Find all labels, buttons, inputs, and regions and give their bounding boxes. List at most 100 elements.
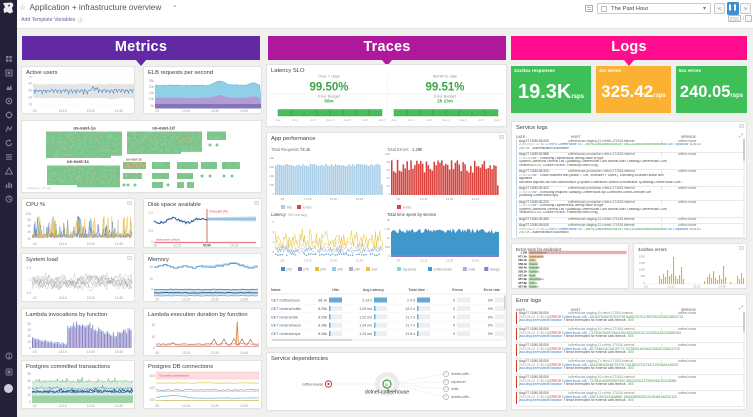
svg-text:13:45: 13:45: [240, 109, 248, 113]
svg-text:dotnet-coffeehouse: dotnet-coffeehouse: [365, 390, 409, 396]
svg-text:0: 0: [453, 315, 455, 319]
svg-text:Over 7 days: Over 7 days: [318, 73, 340, 78]
svg-text:Jul 2: Jul 2: [408, 118, 414, 122]
svg-text:357.9k: 357.9k: [518, 277, 527, 281]
svg-text:15: 15: [149, 265, 153, 269]
svg-text:200: 200: [150, 398, 156, 402]
svg-text:0: 0: [272, 250, 274, 254]
svg-text:15: 15: [151, 335, 155, 339]
svg-text:8.28k: 8.28k: [318, 332, 327, 336]
svg-text:+: +: [445, 395, 447, 399]
svg-text::00: :00: [155, 404, 160, 408]
svg-text:80: 80: [27, 372, 31, 376]
svg-text:1.24 ms: 1.24 ms: [359, 324, 372, 328]
svg-text:1.5k: 1.5k: [384, 227, 390, 231]
svg-text:13:15: 13:15: [59, 404, 67, 408]
svg-text:p90: p90: [321, 268, 327, 272]
svg-text:13:30: 13:30: [87, 350, 95, 354]
svg-text:500: 500: [640, 274, 645, 278]
svg-text:13:45: 13:45: [115, 242, 123, 246]
svg-text:Error Budget: Error Budget: [318, 94, 340, 98]
svg-text::00: :00: [32, 404, 37, 408]
svg-text:13:45: 13:45: [356, 197, 364, 201]
svg-text:Avg Latency: Avg Latency: [363, 288, 384, 292]
svg-text::00: :00: [280, 197, 285, 201]
svg-text:13:15: 13:15: [182, 404, 190, 408]
svg-text:99.51%: 99.51%: [425, 82, 464, 94]
svg-text:/auth: /auth: [529, 273, 536, 277]
svg-text:10k: 10k: [149, 97, 155, 101]
svg-text::00: :00: [155, 298, 160, 302]
svg-text:1.2M: 1.2M: [521, 251, 528, 255]
svg-text:+: +: [445, 380, 447, 384]
svg-text:0: 0: [388, 192, 390, 196]
svg-text:0.5: 0.5: [149, 229, 154, 233]
svg-text:358.4k: 358.4k: [518, 266, 527, 270]
svg-text:80: 80: [387, 160, 391, 164]
svg-text:Too many connections: Too many connections: [159, 374, 189, 378]
svg-text:13:15: 13:15: [420, 197, 428, 201]
svg-text:1.29 ms: 1.29 ms: [359, 307, 372, 311]
svg-text:13:15: 13:15: [59, 296, 67, 300]
svg-text:13:30: 13:30: [211, 298, 219, 302]
svg-text:20: 20: [27, 237, 31, 241]
svg-text:0: 0: [453, 324, 455, 328]
svg-text:mongo: mongo: [490, 268, 500, 272]
svg-text:13:30: 13:30: [446, 197, 454, 201]
svg-text:0%: 0%: [488, 307, 494, 311]
svg-text:errors: errors: [303, 206, 312, 210]
svg-text:2.14 s: 2.14 s: [362, 299, 372, 303]
svg-text:13:15: 13:15: [420, 259, 428, 263]
svg-text:GET /orders/bacon: GET /orders/bacon: [271, 324, 301, 328]
svg-text:30: 30: [151, 323, 155, 327]
svg-text:/check-item: /check-item: [529, 277, 544, 281]
svg-text:0: 0: [453, 332, 455, 336]
svg-text:Errors: Errors: [452, 288, 463, 292]
svg-text:13:30: 13:30: [211, 109, 219, 113]
svg-text::00: :00: [32, 109, 37, 113]
svg-text:redis: redis: [451, 387, 459, 391]
svg-text:+: +: [445, 372, 447, 376]
svg-text:13:30: 13:30: [211, 351, 219, 355]
svg-text:13:45: 13:45: [240, 298, 248, 302]
svg-text:Forecast (%): Forecast (%): [210, 210, 228, 214]
svg-text:2.4 d: 2.4 d: [407, 299, 415, 303]
svg-text:8.29k: 8.29k: [318, 307, 327, 311]
svg-text:sql-server: sql-server: [403, 268, 418, 272]
svg-text:13:15: 13:15: [182, 298, 190, 302]
svg-text:Hits: Hits: [332, 288, 339, 292]
svg-text:13:15: 13:15: [59, 109, 67, 113]
svg-text:357.8k: 357.8k: [518, 281, 527, 285]
svg-text:Jul 2: Jul 2: [292, 118, 298, 122]
svg-text:Total time: Total time: [408, 288, 425, 292]
svg-text:13:45: 13:45: [472, 197, 480, 201]
svg-text:errors: errors: [403, 206, 412, 210]
svg-text:13:30: 13:30: [87, 242, 95, 246]
svg-text:2000: 2000: [639, 255, 646, 259]
svg-text:0: 0: [453, 307, 455, 311]
svg-text:58m: 58m: [324, 99, 333, 104]
svg-text::00: :00: [32, 296, 37, 300]
svg-text:191 ms avg: 191 ms avg: [288, 213, 307, 217]
svg-text:0: 0: [29, 400, 31, 404]
svg-text:595.4k: 595.4k: [518, 258, 527, 262]
svg-text:15k: 15k: [149, 91, 155, 95]
svg-text:sql-server: sql-server: [451, 380, 467, 384]
svg-text:1.22 ms: 1.22 ms: [359, 315, 372, 319]
svg-text:0%: 0%: [488, 299, 494, 303]
svg-text:0: 0: [453, 299, 455, 303]
svg-text:1k: 1k: [387, 236, 391, 240]
svg-text:20: 20: [27, 393, 31, 397]
svg-text:/api/checkout: /api/checkout: [529, 251, 546, 255]
svg-text:/custom: /custom: [529, 270, 540, 274]
svg-text:100: 100: [385, 152, 390, 156]
svg-text:40: 40: [27, 230, 31, 234]
svg-text:13:45: 13:45: [472, 259, 480, 263]
svg-text:60: 60: [387, 168, 391, 172]
svg-text::00: :00: [153, 244, 158, 248]
svg-text:13:45: 13:45: [115, 296, 123, 300]
svg-text:600: 600: [150, 374, 156, 378]
svg-text:disk space critical: disk space critical: [156, 238, 180, 242]
svg-text::00: :00: [280, 259, 285, 263]
svg-text::00: :00: [644, 285, 648, 289]
